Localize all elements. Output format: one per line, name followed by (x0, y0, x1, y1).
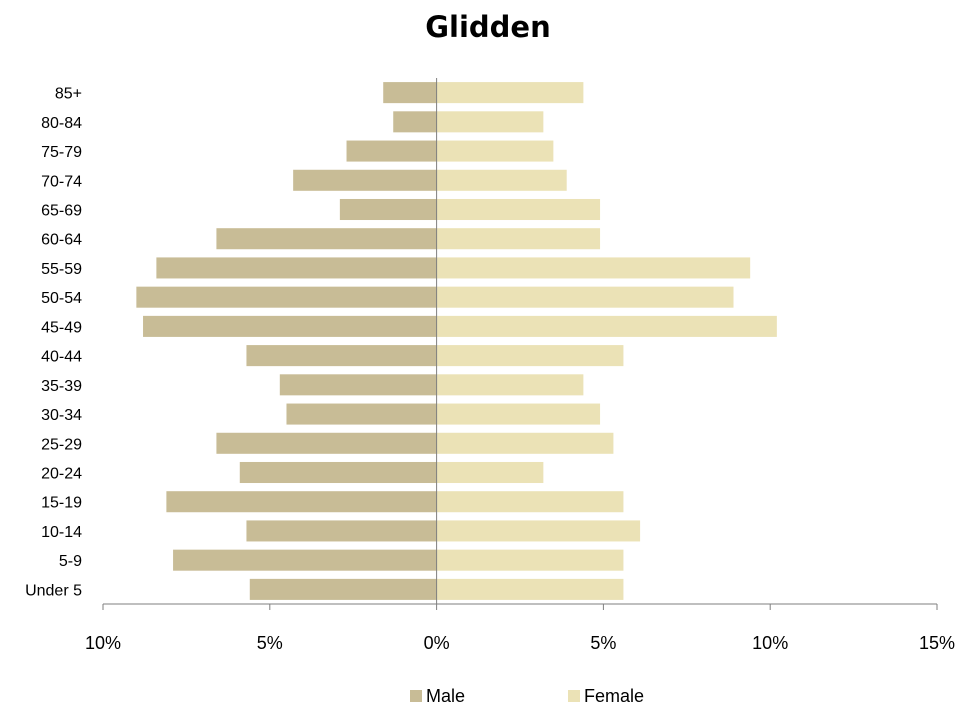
category-label-10: 35-39 (41, 378, 82, 395)
bar-female-12 (436, 432, 614, 454)
x-tick-label-0: 10% (85, 633, 121, 653)
legend-label-female: Female (584, 686, 644, 706)
bar-female-13 (436, 461, 544, 484)
bar-male-14 (166, 491, 437, 513)
bar-female-10 (436, 374, 584, 396)
category-label-3: 70-74 (41, 173, 82, 190)
bar-male-12 (216, 432, 437, 454)
bars-group (136, 82, 777, 600)
x-tick-label-5: 15% (919, 633, 955, 653)
bar-female-17 (436, 578, 624, 600)
category-label-5: 60-64 (41, 232, 82, 249)
bar-male-6 (156, 257, 437, 279)
bar-female-0 (436, 82, 584, 104)
bar-female-9 (436, 345, 624, 367)
category-label-15: 10-14 (41, 524, 82, 541)
chart-title: Glidden (425, 10, 551, 44)
category-label-11: 30-34 (41, 407, 82, 424)
bar-male-17 (249, 578, 437, 600)
category-label-4: 65-69 (41, 203, 82, 220)
bar-male-11 (286, 403, 437, 425)
legend-swatch-male (410, 690, 422, 702)
category-label-8: 45-49 (41, 319, 82, 336)
category-labels: 85+ 80-84 75-79 70-74 65-69 60-64 55-59 50-54 45… (25, 86, 82, 600)
bar-female-14 (436, 491, 624, 513)
bar-female-11 (436, 403, 601, 425)
bar-female-3 (436, 169, 567, 191)
bar-male-3 (293, 169, 437, 191)
legend-label-male: Male (426, 686, 465, 706)
bar-female-8 (436, 315, 777, 337)
bar-female-6 (436, 257, 751, 279)
bar-male-5 (216, 228, 437, 250)
bar-female-15 (436, 520, 641, 542)
x-tick-label-1: 5% (257, 633, 283, 653)
bar-male-15 (246, 520, 437, 542)
category-label-14: 15-19 (41, 495, 82, 512)
legend-swatch-female (568, 690, 580, 702)
category-label-13: 20-24 (41, 466, 82, 483)
category-label-7: 50-54 (41, 290, 82, 307)
bar-female-4 (436, 198, 601, 221)
bar-female-7 (436, 286, 734, 308)
x-tick-label-4: 10% (752, 633, 788, 653)
bar-male-16 (173, 549, 437, 571)
bar-female-1 (436, 111, 544, 133)
category-label-16: 5-9 (59, 553, 82, 570)
bar-male-8 (143, 315, 437, 337)
x-tick-label-2: 0% (424, 633, 450, 653)
category-label-9: 40-44 (41, 349, 82, 366)
bar-female-5 (436, 228, 601, 250)
category-label-6: 55-59 (41, 261, 82, 278)
legend: Male Female (410, 686, 644, 706)
bar-female-16 (436, 549, 624, 571)
bar-female-2 (436, 140, 554, 162)
bar-male-0 (383, 82, 437, 104)
x-tick-label-3: 5% (590, 633, 616, 653)
bar-male-1 (393, 111, 437, 133)
bar-male-13 (239, 461, 437, 484)
category-label-1: 80-84 (41, 115, 82, 132)
category-label-17: Under 5 (25, 582, 82, 599)
category-label-2: 75-79 (41, 144, 82, 161)
bar-male-9 (246, 345, 437, 367)
category-label-12: 25-29 (41, 436, 82, 453)
category-label-0: 85+ (55, 86, 82, 103)
bar-male-10 (279, 374, 437, 396)
bar-male-2 (346, 140, 437, 162)
x-axis-ticks: 10% 5% 0% 5% 10% 15% (85, 604, 955, 653)
bar-male-7 (136, 286, 437, 308)
bar-male-4 (339, 198, 437, 221)
